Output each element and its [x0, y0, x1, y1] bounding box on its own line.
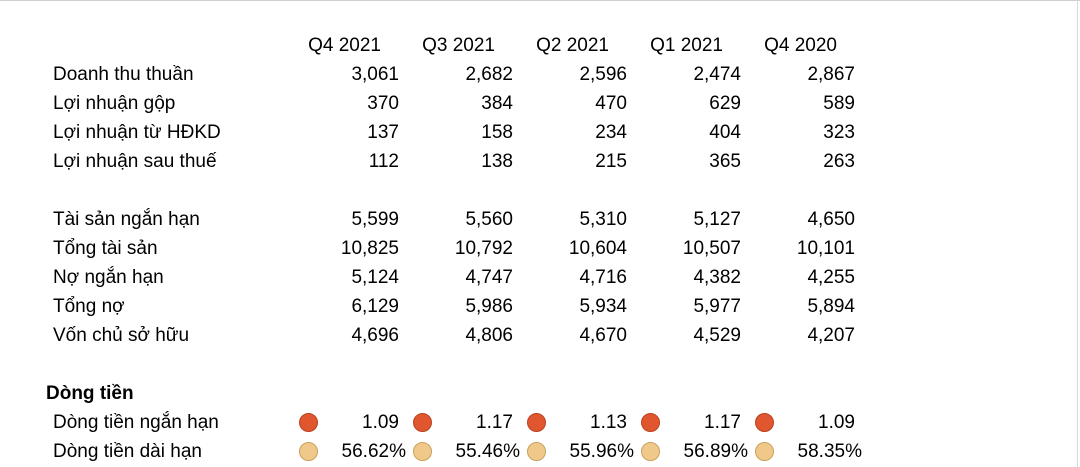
- value-cell: 10,604: [568, 238, 627, 259]
- row-label: Tổng nợ: [53, 296, 125, 317]
- top-gridline: [0, 0, 1080, 1]
- value-cell: 4,529: [693, 325, 741, 346]
- cashflow-row: Dòng tiền dài hạn 56.62% 55.46% 55.96% 56.89…: [0, 437, 1080, 466]
- value-cell: 2,867: [807, 64, 855, 85]
- value-cell: 58.35%: [797, 441, 862, 462]
- value-cell: 4,806: [465, 325, 513, 346]
- column-header: Q1 2021: [650, 35, 723, 56]
- value-cell: 1.17: [476, 412, 513, 433]
- status-circle-icon: [299, 442, 318, 461]
- value-cell: 470: [595, 93, 627, 114]
- value-cell: 5,599: [351, 209, 399, 230]
- right-gridline: [1077, 0, 1078, 467]
- balance-row: Tổng tài sản 10,825 10,792 10,604 10,507 10,1…: [0, 234, 1080, 263]
- value-cell: 5,934: [579, 296, 627, 317]
- value-cell: 55.46%: [455, 441, 520, 462]
- row-label: Vốn chủ sở hữu: [53, 325, 190, 346]
- value-cell: 384: [481, 93, 513, 114]
- value-cell: 370: [367, 93, 399, 114]
- value-cell: 5,986: [465, 296, 513, 317]
- value-cell: 5,560: [465, 209, 513, 230]
- value-cell: 2,682: [465, 64, 513, 85]
- row-label: Lợi nhuận gộp: [53, 93, 176, 114]
- value-cell: 56.62%: [341, 441, 406, 462]
- value-cell: 5,310: [579, 209, 627, 230]
- value-cell: 10,825: [340, 238, 399, 259]
- value-cell: 4,747: [465, 267, 513, 288]
- value-cell: 365: [709, 151, 741, 172]
- value-cell: 1.17: [704, 412, 741, 433]
- value-cell: 4,696: [351, 325, 399, 346]
- value-cell: 589: [823, 93, 855, 114]
- value-cell: 5,977: [693, 296, 741, 317]
- header-row: Q4 2021 Q3 2021 Q2 2021 Q1 2021 Q4 2020: [0, 31, 1080, 60]
- value-cell: 56.89%: [683, 441, 748, 462]
- value-cell: 4,207: [807, 325, 855, 346]
- column-header: Q2 2021: [536, 35, 609, 56]
- value-cell: 1.09: [818, 412, 855, 433]
- value-cell: 3,061: [351, 64, 399, 85]
- balance-row: Tài sản ngắn hạn 5,599 5,560 5,310 5,127 4,65…: [0, 205, 1080, 234]
- value-cell: 10,507: [682, 238, 741, 259]
- value-cell: 4,670: [579, 325, 627, 346]
- status-circle-icon: [413, 413, 432, 432]
- row-label: Lợi nhuận từ HĐKD: [53, 122, 221, 143]
- status-circle-icon: [641, 413, 660, 432]
- status-circle-icon: [755, 442, 774, 461]
- status-circle-icon: [527, 413, 546, 432]
- row-label: Tổng tài sản: [53, 238, 158, 259]
- income-row: Doanh thu thuần 3,061 2,682 2,596 2,474 2,867: [0, 60, 1080, 89]
- row-label: Nợ ngắn hạn: [53, 267, 164, 288]
- value-cell: 263: [823, 151, 855, 172]
- status-circle-icon: [755, 413, 774, 432]
- value-cell: 137: [367, 122, 399, 143]
- value-cell: 5,894: [807, 296, 855, 317]
- cashflow-section-header: Dòng tiền: [0, 379, 1080, 408]
- value-cell: 5,127: [693, 209, 741, 230]
- value-cell: 6,129: [351, 296, 399, 317]
- column-header: Q4 2020: [764, 35, 837, 56]
- column-header: Q3 2021: [422, 35, 495, 56]
- value-cell: 112: [368, 151, 399, 172]
- value-cell: 234: [595, 122, 627, 143]
- status-circle-icon: [641, 442, 660, 461]
- row-label: Lợi nhuận sau thuế: [53, 151, 217, 172]
- value-cell: 10,792: [454, 238, 513, 259]
- value-cell: 404: [709, 122, 741, 143]
- cashflow-row: Dòng tiền ngắn hạn 1.09 1.17 1.13 1.17 1.09: [0, 408, 1080, 437]
- value-cell: 629: [709, 93, 741, 114]
- income-row: Lợi nhuận sau thuế 112 138 215 365 263: [0, 147, 1080, 176]
- status-circle-icon: [413, 442, 432, 461]
- status-circle-icon: [299, 413, 318, 432]
- row-label: Dòng tiền: [46, 383, 134, 404]
- value-cell: 2,596: [579, 64, 627, 85]
- income-row: Lợi nhuận gộp 370 384 470 629 589: [0, 89, 1080, 118]
- row-label: Dòng tiền dài hạn: [53, 441, 202, 462]
- value-cell: 1.13: [590, 412, 627, 433]
- balance-row: Vốn chủ sở hữu 4,696 4,806 4,670 4,529 4,207: [0, 321, 1080, 350]
- value-cell: 2,474: [693, 64, 741, 85]
- value-cell: 4,382: [693, 267, 741, 288]
- balance-row: Nợ ngắn hạn 5,124 4,747 4,716 4,382 4,255: [0, 263, 1080, 292]
- value-cell: 55.96%: [569, 441, 634, 462]
- value-cell: 4,650: [807, 209, 855, 230]
- value-cell: 4,255: [807, 267, 855, 288]
- row-label: Dòng tiền ngắn hạn: [53, 412, 219, 433]
- column-header: Q4 2021: [308, 35, 381, 56]
- value-cell: 1.09: [362, 412, 399, 433]
- row-label: Doanh thu thuần: [53, 64, 194, 85]
- income-row: Lợi nhuận từ HĐKD 137 158 234 404 323: [0, 118, 1080, 147]
- value-cell: 323: [823, 122, 855, 143]
- status-circle-icon: [527, 442, 546, 461]
- value-cell: 4,716: [579, 267, 627, 288]
- value-cell: 10,101: [796, 238, 855, 259]
- value-cell: 5,124: [351, 267, 399, 288]
- value-cell: 138: [481, 151, 513, 172]
- row-label: Tài sản ngắn hạn: [53, 209, 200, 230]
- value-cell: 215: [595, 151, 627, 172]
- value-cell: 158: [481, 122, 513, 143]
- balance-row: Tổng nợ 6,129 5,986 5,934 5,977 5,894: [0, 292, 1080, 321]
